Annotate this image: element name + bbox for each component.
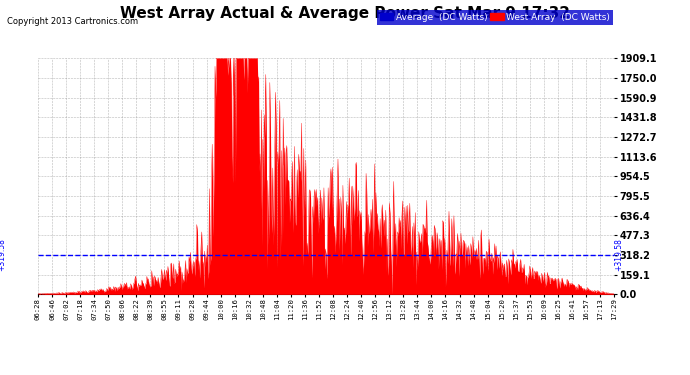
Text: +319.58: +319.58 xyxy=(0,238,6,271)
Text: +319.58: +319.58 xyxy=(614,238,623,271)
Text: Copyright 2013 Cartronics.com: Copyright 2013 Cartronics.com xyxy=(7,17,138,26)
Text: West Array Actual & Average Power Sat Mar 9 17:32: West Array Actual & Average Power Sat Ma… xyxy=(120,6,570,21)
Legend: Average  (DC Watts), West Array  (DC Watts): Average (DC Watts), West Array (DC Watts… xyxy=(377,10,613,24)
